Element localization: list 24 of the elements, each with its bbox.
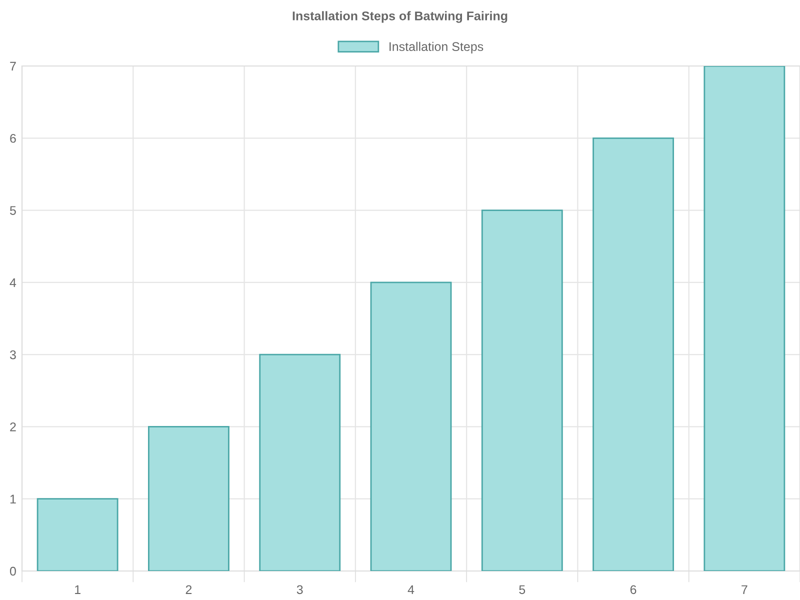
y-tick-label: 2 [10, 422, 16, 432]
y-tick-label: 7 [10, 62, 16, 71]
legend-label: Installation Steps [390, 42, 484, 54]
chart-title: Installation Steps of Batwing Fairing [292, 11, 508, 23]
bar [370, 282, 452, 571]
y-tick-label: 0 [10, 566, 16, 576]
bar [36, 498, 118, 571]
bar [259, 354, 341, 571]
x-tick-label: 6 [630, 585, 636, 594]
x-tick-label: 4 [408, 585, 414, 594]
x-tick-label: 2 [186, 585, 192, 594]
x-tick-label: 7 [742, 585, 748, 594]
bar [592, 137, 674, 571]
bar [148, 426, 230, 571]
y-tick-label: 4 [10, 278, 16, 287]
x-tick-label: 3 [296, 585, 303, 594]
y-tick-label: 5 [10, 206, 16, 215]
x-tick-label: 1 [75, 585, 80, 594]
bar [481, 210, 563, 571]
x-tick-label: 5 [519, 585, 526, 594]
bar [704, 66, 786, 571]
y-tick-label: 1 [10, 494, 16, 504]
y-tick-label: 3 [10, 350, 16, 360]
y-tick-label: 6 [10, 134, 16, 143]
